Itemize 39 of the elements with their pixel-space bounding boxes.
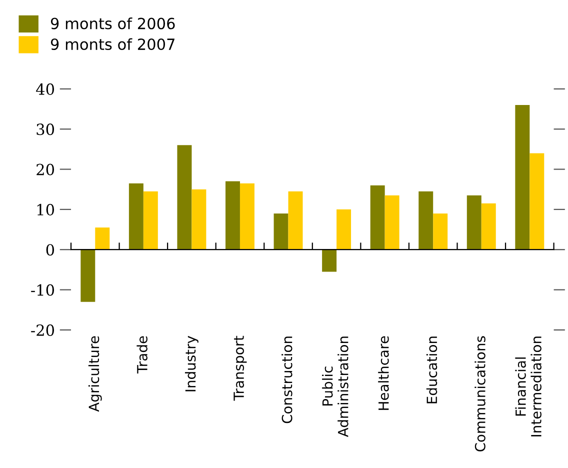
bar: [143, 191, 158, 250]
x-tick-label: Public Administration: [322, 336, 348, 438]
bar: [384, 195, 400, 250]
bar: [466, 195, 482, 250]
x-tick-label: Financial Intermediation: [515, 336, 542, 436]
y-tick-label: -10: [31, 284, 54, 296]
y-tick-label: 10: [37, 204, 54, 216]
bar: [370, 185, 385, 250]
x-tick-label: Industry: [184, 336, 198, 392]
bar: [481, 203, 496, 250]
y-tick-label: -20: [31, 324, 54, 336]
bar: [177, 145, 192, 250]
bar: [336, 209, 352, 250]
x-tick-label: Trade: [136, 336, 148, 374]
bar: [322, 250, 337, 272]
bar: [515, 104, 530, 250]
legend-label: 9 monts of 2007: [50, 38, 174, 50]
bar: [418, 191, 434, 250]
bar: [128, 183, 144, 250]
bar: [288, 191, 303, 250]
bar: [530, 153, 544, 250]
x-tick-label: Agriculture: [88, 336, 102, 412]
x-tick-label: Education: [426, 336, 438, 404]
bar: [240, 183, 254, 250]
bar: [80, 250, 96, 302]
y-tick-label: 0: [46, 244, 54, 256]
x-tick-label: Transport: [234, 336, 247, 401]
bar: [192, 189, 206, 250]
y-tick-label: 40: [36, 83, 54, 95]
bar: [433, 213, 448, 250]
bar: [225, 181, 240, 250]
y-tick-label: 30: [36, 124, 54, 136]
bar: [95, 228, 110, 250]
legend-label: 9 monts of 2006: [50, 17, 175, 30]
y-tick-label: 20: [36, 164, 54, 176]
x-tick-label: Communications: [474, 336, 486, 452]
bar: [274, 213, 288, 250]
x-tick-label: Healthcare: [378, 336, 389, 410]
x-tick-label: Construction: [282, 336, 292, 424]
